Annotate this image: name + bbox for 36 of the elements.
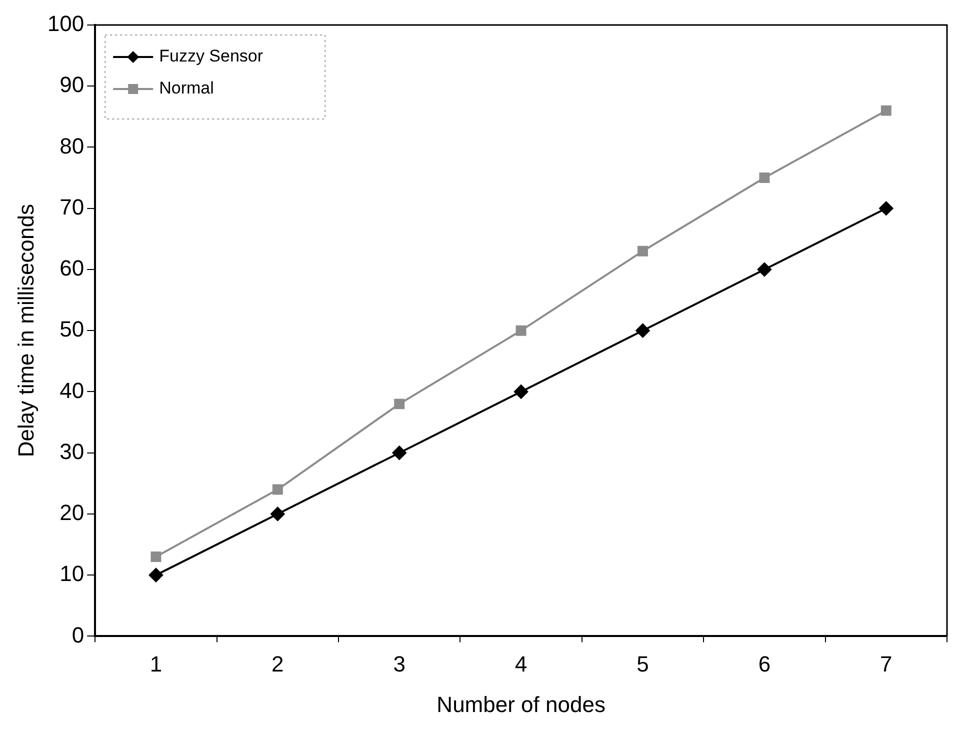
point [879, 201, 894, 216]
x-tick-label: 3 [393, 651, 406, 676]
y-tick-label: 20 [60, 500, 84, 526]
y-tick-label: 40 [60, 378, 84, 403]
point [516, 325, 526, 336]
x-tick-label: 1 [150, 651, 162, 676]
x-tick-label: 2 [272, 651, 284, 676]
y-tick-label: 60 [60, 256, 84, 281]
point [392, 446, 406, 460]
y-tick-label: 100 [47, 11, 84, 36]
point [148, 568, 163, 582]
y-tick-label: 0 [72, 622, 84, 648]
y-tick-label: 80 [60, 133, 84, 158]
point [880, 105, 892, 116]
point [759, 172, 770, 184]
y-tick-label: 50 [60, 316, 84, 342]
point [514, 384, 528, 399]
x-tick-label: 5 [636, 651, 649, 676]
point [636, 324, 650, 338]
x-tick-label: 6 [758, 651, 771, 676]
y-tick-label: 90 [60, 72, 84, 98]
point [150, 552, 162, 562]
point [272, 484, 283, 495]
point [394, 398, 405, 410]
point [638, 246, 648, 256]
y-tick-label: 30 [60, 438, 84, 464]
y-tick-label: 70 [60, 194, 84, 220]
y-axis-title: Delay time in milliseconds [13, 204, 38, 458]
x-axis-title: Number of nodes [436, 692, 606, 717]
x-tick-label: 7 [880, 651, 892, 676]
point [757, 262, 772, 276]
legend-label: Normal [159, 78, 214, 98]
legend-label: Fuzzy Sensor [159, 46, 264, 66]
point [270, 506, 285, 521]
y-tick-label: 10 [60, 561, 84, 586]
x-tick-label: 4 [514, 651, 528, 676]
